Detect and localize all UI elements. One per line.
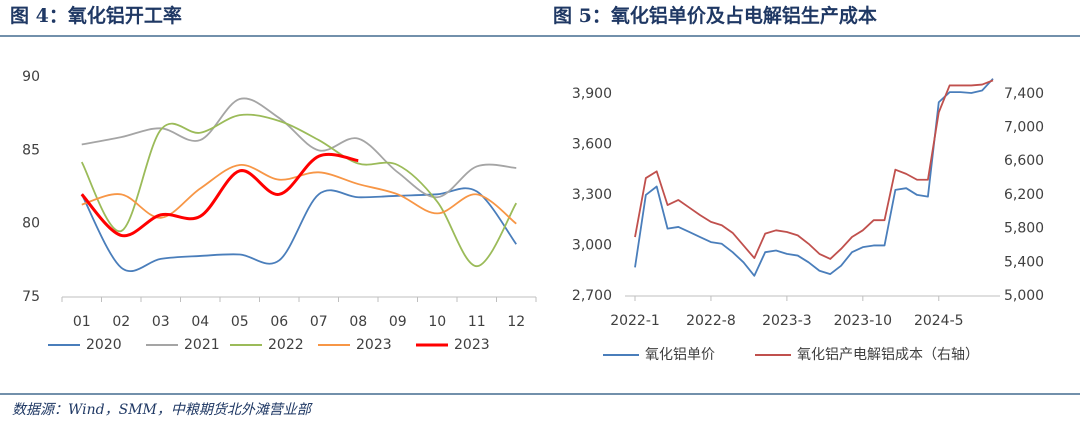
y2-tick-label: 6,200 [1004,187,1044,203]
x-tick-label: 08 [349,314,367,330]
y2-tick-label: 6,600 [1004,153,1044,169]
series-line [80,152,359,238]
x-tick-label: 09 [389,314,407,330]
y-tick-label: 3,300 [572,187,612,203]
series-line [80,113,518,268]
x-tick-label: 07 [310,314,328,330]
y-tick-label: 3,600 [572,136,612,152]
y2-tick-label: 7,400 [1004,86,1044,102]
series-line [634,79,994,260]
x-tick-label: 04 [191,314,209,330]
x-tick-label: 05 [231,314,249,330]
source-note: 数据源：Wind，SMM，中粮期货北外滩营业部 [12,402,313,418]
chart-title: 图 5：氧化铝单价及占电解铝生产成本 [553,4,877,27]
series-line [81,97,517,199]
y-tick-label: 3,900 [572,86,612,102]
series-line [80,187,517,272]
x-tick-label: 02 [112,314,130,330]
x-tick-label: 06 [270,314,288,330]
legend-label: 2023 [356,337,392,353]
legend-label: 2022 [268,337,304,353]
legend-label: 氧化铝产电解铝成本（右轴） [797,347,979,363]
x-tick-label: 2024-5 [914,313,964,329]
x-tick-label: 2022-8 [686,313,736,329]
y2-tick-label: 5,000 [1004,288,1044,304]
legend-label: 2021 [184,337,220,353]
y2-tick-label: 7,000 [1004,120,1044,136]
x-tick-label: 03 [152,314,170,330]
legend-label: 氧化铝单价 [645,347,715,363]
x-tick-label: 2023-10 [834,313,893,329]
y-tick-label: 2,700 [572,288,612,304]
y-tick-label: 80 [22,216,40,232]
chart-title: 图 4：氧化铝开工率 [10,4,182,27]
y-tick-label: 90 [22,69,40,85]
y-tick-label: 3,000 [572,237,612,253]
x-tick-label: 10 [428,314,446,330]
y2-tick-label: 5,800 [1004,221,1044,237]
x-tick-label: 12 [507,314,525,330]
legend-label: 2023 [454,337,490,353]
x-tick-label: 2022-1 [610,313,660,329]
x-tick-label: 01 [73,314,91,330]
x-tick-label: 11 [468,314,486,330]
y2-tick-label: 5,400 [1004,254,1044,270]
y-tick-label: 75 [22,289,40,305]
x-tick-label: 2023-3 [762,313,812,329]
y-tick-label: 85 [22,142,40,158]
legend-label: 2020 [86,337,122,353]
